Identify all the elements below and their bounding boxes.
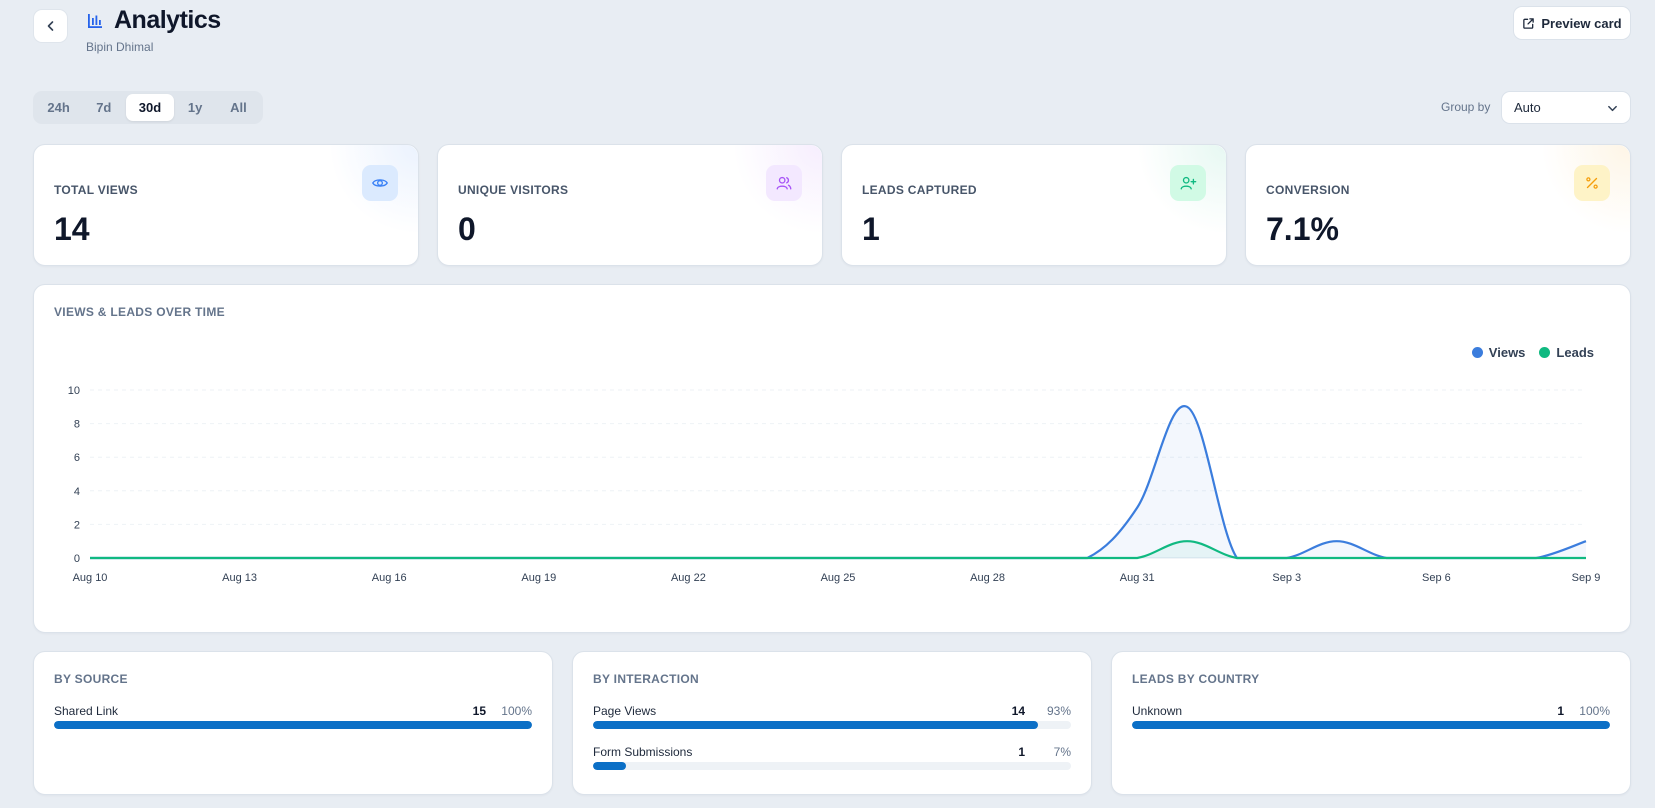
tab-30d[interactable]: 30d [126, 94, 174, 121]
chart-title: VIEWS & LEADS OVER TIME [54, 305, 225, 319]
x-tick-label: Aug 31 [1120, 572, 1155, 584]
tab-all[interactable]: All [230, 100, 247, 115]
group-by-value: Auto [1514, 100, 1541, 115]
stat-value: 14 [54, 211, 90, 247]
source-percent: 100% [501, 704, 532, 718]
line-chart: 0 2 4 6 8 10 Aug 10 Aug 13 Aug 16 Aug 19 Aug 22 Aug… [68, 385, 1601, 584]
legend-dot-leads [1539, 347, 1551, 358]
leads-by-country-card: LEADS BY COUNTRY Unknown 1 100% [1111, 651, 1631, 795]
page-title: Analytics [114, 6, 221, 34]
x-tick-label: Aug 10 [73, 572, 108, 584]
group-by-select[interactable]: Auto [1501, 91, 1631, 124]
group-by-label: Group by [1441, 100, 1491, 114]
x-tick-label: Sep 9 [1572, 572, 1601, 584]
stat-value: 7.1% [1266, 211, 1339, 247]
country-bar-fill [1132, 721, 1610, 729]
external-link-icon [1523, 17, 1535, 29]
country-bar-track [1132, 721, 1610, 729]
chevron-down-icon [1608, 105, 1617, 112]
legend-item-leads: Leads [1539, 345, 1594, 360]
interaction-percent: 93% [1046, 704, 1071, 718]
bar-chart-icon [88, 14, 102, 28]
stat-label: CONVERSION [1266, 183, 1350, 197]
by-source-title: BY SOURCE [54, 672, 128, 686]
x-tick-label: Aug 13 [222, 572, 257, 584]
country-count: 1 [1557, 704, 1564, 718]
x-tick-label: Aug 25 [821, 572, 856, 584]
legend-label-leads: Leads [1556, 345, 1594, 360]
users-icon [766, 165, 802, 201]
interaction-percent: 7% [1053, 745, 1071, 759]
stat-card-unique-visitors: UNIQUE VISITORS 0 [437, 144, 823, 266]
stat-value: 1 [862, 211, 880, 247]
eye-icon [362, 165, 398, 201]
source-bar-fill [54, 721, 532, 729]
tab-7d[interactable]: 7d [96, 100, 112, 115]
x-tick-label: Aug 22 [671, 572, 706, 584]
back-button[interactable] [33, 9, 68, 43]
chart-legend: Views Leads [1471, 345, 1594, 360]
y-tick-label: 8 [74, 419, 80, 431]
source-bar-track [54, 721, 532, 729]
legend-item-views: Views [1471, 345, 1526, 360]
y-tick-label: 10 [68, 385, 80, 397]
views-leads-chart-card: VIEWS & LEADS OVER TIME Views Leads 0 2 4 6… [33, 284, 1631, 633]
by-interaction-title: BY INTERACTION [593, 672, 699, 686]
source-name: Shared Link [54, 704, 119, 718]
interaction-count: 1 [1018, 745, 1025, 759]
user-plus-icon [1170, 165, 1206, 201]
percent-icon [1574, 165, 1610, 201]
y-tick-label: 6 [74, 452, 80, 464]
country-name: Unknown [1132, 704, 1183, 718]
country-percent: 100% [1579, 704, 1610, 718]
x-tick-label: Sep 3 [1272, 572, 1301, 584]
page-subtitle: Bipin Dhimal [86, 40, 154, 54]
series-area-views [90, 406, 1586, 558]
interaction-bar-fill [593, 721, 1038, 729]
x-tick-label: Aug 19 [521, 572, 556, 584]
leads-by-country-title: LEADS BY COUNTRY [1132, 672, 1260, 686]
source-count: 15 [472, 704, 486, 718]
stat-card-conversion: CONVERSION 7.1% [1245, 144, 1631, 266]
interaction-bar-fill [593, 762, 627, 770]
by-interaction-card: BY INTERACTION Page Views 14 93% Form Su… [572, 651, 1092, 795]
tab-24h[interactable]: 24h [47, 100, 70, 115]
stat-card-total-views: TOTAL VIEWS 14 [33, 144, 419, 266]
y-tick-label: 0 [74, 553, 80, 565]
preview-card-label: Preview card [1541, 15, 1622, 31]
legend-dot-views [1471, 347, 1483, 358]
stat-label: LEADS CAPTURED [862, 183, 977, 197]
chevron-left-icon [47, 21, 53, 31]
stat-label: UNIQUE VISITORS [458, 183, 569, 197]
x-tick-label: Aug 28 [970, 572, 1005, 584]
x-tick-label: Aug 16 [372, 572, 407, 584]
interaction-count: 14 [1011, 704, 1025, 718]
legend-label-views: Views [1488, 345, 1526, 360]
y-tick-label: 2 [74, 519, 80, 531]
stat-label: TOTAL VIEWS [54, 183, 138, 197]
series-area-leads [90, 541, 1586, 558]
preview-card-button[interactable]: Preview card [1513, 6, 1631, 40]
stat-card-leads-captured: LEADS CAPTURED 1 [841, 144, 1227, 266]
stat-value: 0 [458, 211, 476, 247]
tab-1y[interactable]: 1y [187, 100, 203, 115]
y-tick-label: 4 [74, 486, 80, 498]
by-source-card: BY SOURCE Shared Link 15 100% [33, 651, 553, 795]
interaction-name: Page Views [593, 704, 657, 718]
x-tick-label: Sep 6 [1422, 572, 1451, 584]
time-range-tabs: 24h 7d 30d 1y All [33, 91, 263, 124]
interaction-bar-track [593, 721, 1071, 729]
interaction-name: Form Submissions [593, 745, 693, 759]
series-line-leads [90, 540, 1586, 560]
interaction-bar-track [593, 762, 1071, 770]
series-line-views [90, 405, 1587, 560]
